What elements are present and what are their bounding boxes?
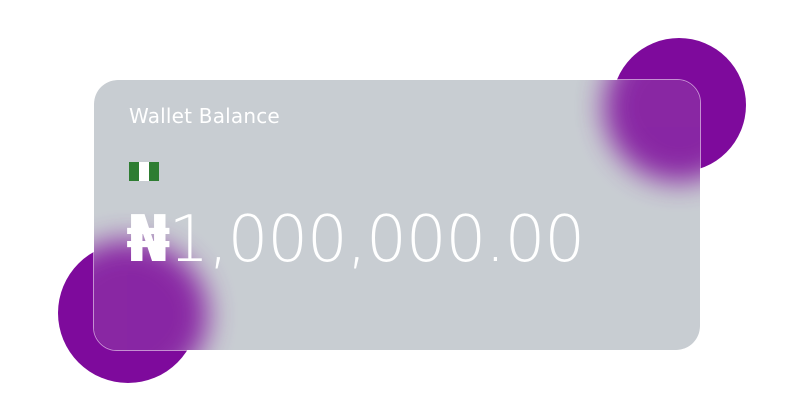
balance-value: 1,000,000.00	[168, 203, 585, 277]
flag-stripe-white	[139, 162, 149, 181]
wallet-balance-card: Wallet Balance ₦1,000,000.00	[93, 79, 701, 351]
flag-stripe-green-left	[129, 162, 139, 181]
nigeria-flag-icon	[129, 162, 159, 181]
naira-currency-symbol: ₦	[126, 203, 171, 277]
balance-amount: ₦1,000,000.00	[126, 208, 585, 272]
wallet-balance-title: Wallet Balance	[129, 104, 280, 128]
flag-stripe-green-right	[149, 162, 159, 181]
